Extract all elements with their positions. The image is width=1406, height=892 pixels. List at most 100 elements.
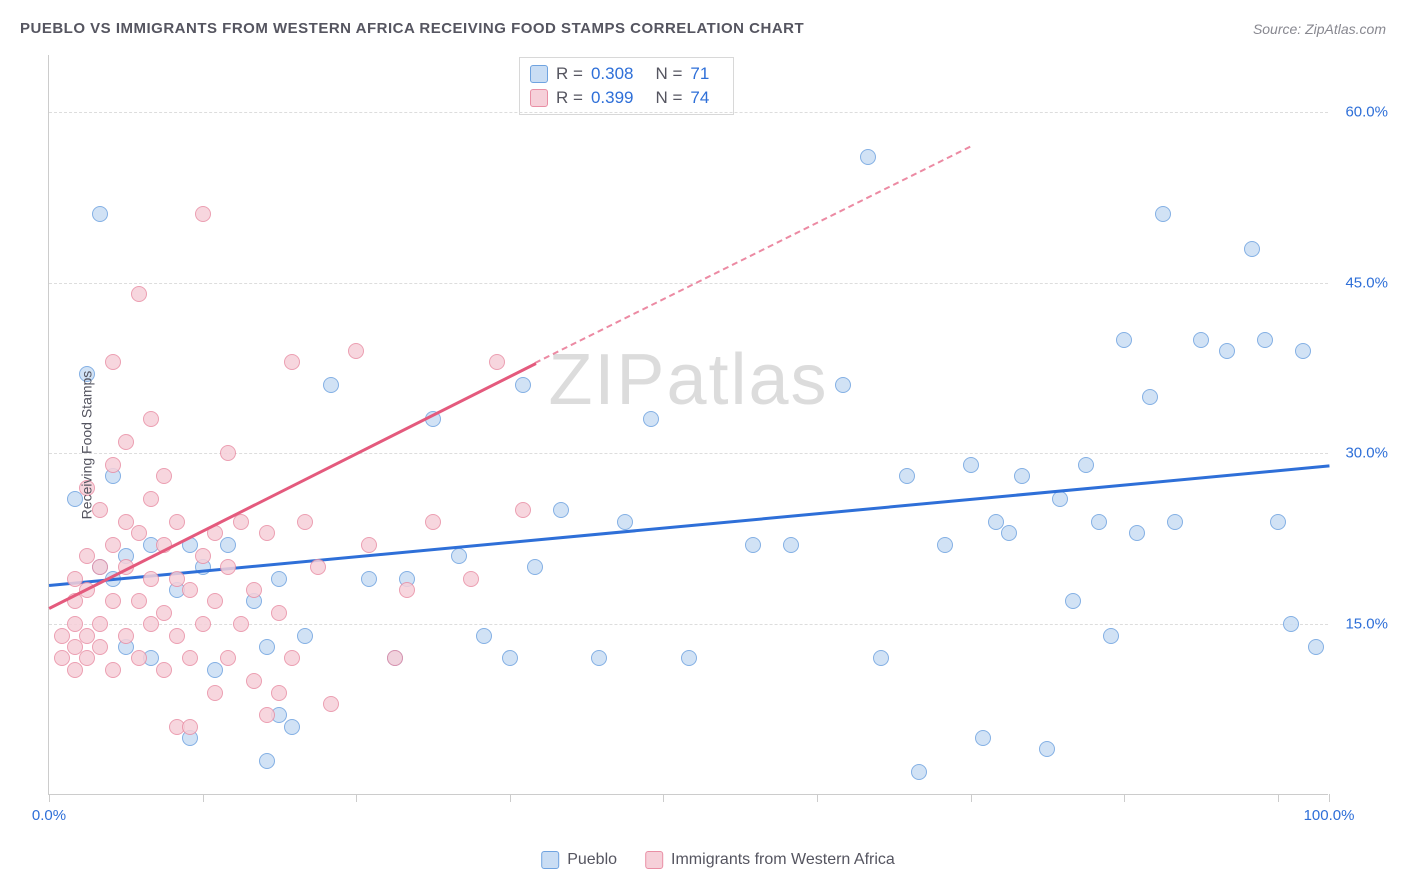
data-point	[425, 514, 441, 530]
data-point	[105, 593, 121, 609]
data-point	[1244, 241, 1260, 257]
stat-r-value: 0.308	[591, 64, 634, 84]
data-point	[143, 491, 159, 507]
data-point	[1078, 457, 1094, 473]
chart-container: ZIPatlas R =0.308N =71R =0.399N =74 15.0…	[48, 55, 1388, 835]
data-point	[220, 445, 236, 461]
data-point	[246, 673, 262, 689]
data-point	[92, 639, 108, 655]
data-point	[963, 457, 979, 473]
x-tick	[817, 794, 818, 802]
x-tick	[971, 794, 972, 802]
data-point	[182, 582, 198, 598]
data-point	[131, 650, 147, 666]
stat-n-label: N =	[655, 64, 682, 84]
data-point	[515, 377, 531, 393]
data-point	[207, 593, 223, 609]
data-point	[259, 753, 275, 769]
data-point	[911, 764, 927, 780]
stat-n-value: 74	[690, 88, 709, 108]
data-point	[515, 502, 531, 518]
plot-area: ZIPatlas R =0.308N =71R =0.399N =74 15.0…	[48, 55, 1328, 795]
data-point	[1167, 514, 1183, 530]
watermark: ZIPatlas	[548, 339, 828, 421]
data-point	[361, 537, 377, 553]
data-point	[92, 559, 108, 575]
x-tick-label: 0.0%	[32, 807, 66, 824]
y-axis-label: Receiving Food Stamps	[78, 371, 94, 520]
data-point	[195, 206, 211, 222]
data-point	[476, 628, 492, 644]
x-tick	[1278, 794, 1279, 802]
data-point	[1257, 332, 1273, 348]
x-tick	[1124, 794, 1125, 802]
data-point	[92, 616, 108, 632]
data-point	[835, 377, 851, 393]
data-point	[591, 650, 607, 666]
data-point	[899, 468, 915, 484]
data-point	[310, 559, 326, 575]
data-point	[105, 354, 121, 370]
y-tick-label: 60.0%	[1345, 103, 1388, 120]
data-point	[143, 616, 159, 632]
data-point	[105, 457, 121, 473]
data-point	[143, 411, 159, 427]
x-tick	[356, 794, 357, 802]
x-tick	[1329, 794, 1330, 802]
legend-label: Immigrants from Western Africa	[671, 851, 895, 869]
data-point	[323, 377, 339, 393]
data-point	[1065, 593, 1081, 609]
data-point	[92, 206, 108, 222]
data-point	[220, 559, 236, 575]
data-point	[207, 662, 223, 678]
stat-n-label: N =	[655, 88, 682, 108]
data-point	[387, 650, 403, 666]
data-point	[156, 468, 172, 484]
data-point	[1129, 525, 1145, 541]
stat-r-value: 0.399	[591, 88, 634, 108]
gridline	[49, 453, 1328, 454]
data-point	[463, 571, 479, 587]
data-point	[259, 525, 275, 541]
data-point	[233, 616, 249, 632]
series-swatch	[530, 89, 548, 107]
data-point	[143, 571, 159, 587]
data-point	[182, 650, 198, 666]
data-point	[502, 650, 518, 666]
data-point	[259, 707, 275, 723]
data-point	[284, 650, 300, 666]
data-point	[1193, 332, 1209, 348]
stats-legend: R =0.308N =71R =0.399N =74	[519, 57, 734, 115]
data-point	[259, 639, 275, 655]
x-tick-label: 100.0%	[1304, 807, 1355, 824]
stats-row: R =0.399N =74	[530, 86, 723, 110]
data-point	[271, 571, 287, 587]
data-point	[937, 537, 953, 553]
data-point	[105, 537, 121, 553]
series-swatch	[645, 851, 663, 869]
y-tick-label: 45.0%	[1345, 274, 1388, 291]
data-point	[195, 548, 211, 564]
series-swatch	[530, 65, 548, 83]
data-point	[118, 628, 134, 644]
data-point	[79, 650, 95, 666]
x-tick	[510, 794, 511, 802]
data-point	[207, 685, 223, 701]
data-point	[783, 537, 799, 553]
data-point	[1103, 628, 1119, 644]
data-point	[553, 502, 569, 518]
y-tick-label: 30.0%	[1345, 445, 1388, 462]
data-point	[1283, 616, 1299, 632]
data-point	[182, 719, 198, 735]
trend-line-dashed	[535, 146, 971, 364]
data-point	[745, 537, 761, 553]
x-tick	[203, 794, 204, 802]
data-point	[271, 685, 287, 701]
data-point	[361, 571, 377, 587]
data-point	[284, 354, 300, 370]
data-point	[617, 514, 633, 530]
data-point	[131, 525, 147, 541]
data-point	[131, 286, 147, 302]
data-point	[1116, 332, 1132, 348]
x-tick	[49, 794, 50, 802]
